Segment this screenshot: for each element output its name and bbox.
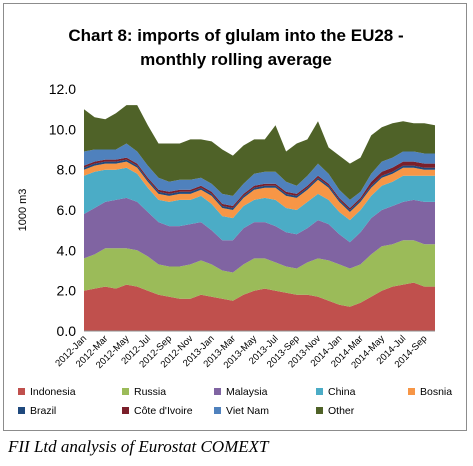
legend-label: Russia — [134, 386, 167, 398]
legend-item: Brazil — [18, 405, 56, 417]
y-tick-label: 2.0 — [57, 283, 77, 299]
legend-swatch — [122, 387, 129, 395]
source-caption: FII Ltd analysis of Eurostat COMEXT — [8, 437, 269, 456]
area-series-malaysia — [84, 197, 435, 273]
legend-label: Côte d'Ivoire — [134, 405, 193, 417]
legend-swatch — [18, 387, 25, 395]
legend-label: Viet Nam — [226, 405, 269, 417]
legend-swatch — [214, 406, 221, 414]
legend-item: Viet Nam — [214, 405, 269, 417]
legend-item: Russia — [122, 386, 166, 398]
legend-label: Brazil — [30, 405, 57, 417]
y-tick-label: 4.0 — [57, 242, 77, 258]
legend-swatch — [316, 387, 323, 395]
area-series-russia — [84, 240, 435, 307]
legend-swatch — [214, 387, 221, 395]
y-tick-label: 8.0 — [57, 162, 77, 178]
y-axis-title: 1000 m3 — [17, 189, 29, 232]
legend-label: Bosnia — [420, 386, 453, 398]
legend-swatch — [122, 406, 129, 414]
legend-item: Other — [316, 405, 354, 417]
y-tick-label: 6.0 — [57, 202, 77, 218]
chart-title-line-1: Chart 8: imports of glulam into the EU28… — [68, 26, 404, 45]
area-series-bosnia — [84, 161, 435, 221]
y-tick-label: 0.0 — [57, 323, 77, 339]
legend-label: China — [328, 386, 356, 398]
chart-title: Chart 8: imports of glulam into the EU28… — [4, 24, 468, 72]
legend-label: Other — [328, 405, 355, 417]
legend-item: Indonesia — [18, 386, 76, 398]
area-series-viet-nam — [84, 143, 435, 208]
area-chart: 0.02.04.06.08.010.012.02012-Jan2012-Mar2… — [17, 81, 435, 371]
legend-swatch — [408, 387, 415, 395]
legend-swatch — [316, 406, 323, 414]
legend-label: Indonesia — [30, 386, 76, 398]
area-series-indonesia — [84, 282, 435, 331]
area-series-china — [84, 167, 435, 243]
legend-label: Malaysia — [226, 386, 268, 398]
chart-title-line-2: monthly rolling average — [140, 50, 332, 69]
legend-item: Bosnia — [408, 386, 452, 398]
y-tick-label: 12.0 — [49, 81, 76, 97]
legend-item: Côte d'Ivoire — [122, 405, 193, 417]
area-series-other — [84, 105, 435, 200]
y-tick-label: 10.0 — [49, 121, 76, 137]
legend-swatch — [18, 406, 25, 414]
chart-frame: Chart 8: imports of glulam into the EU28… — [3, 3, 467, 431]
legend-item: Malaysia — [214, 386, 267, 398]
legend-item: China — [316, 386, 355, 398]
